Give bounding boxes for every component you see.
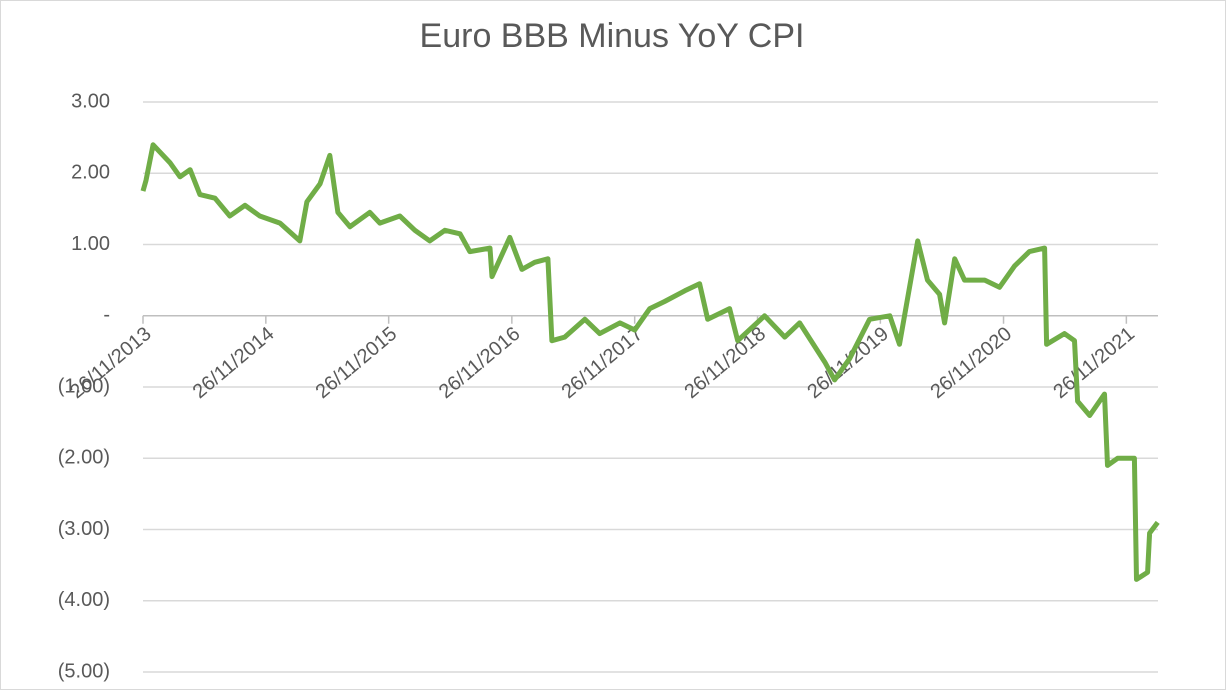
y-tick-label: - xyxy=(103,304,110,326)
y-tick-label: (1.00) xyxy=(58,375,110,397)
y-tick-label: (5.00) xyxy=(58,660,110,682)
data-line xyxy=(140,142,1160,582)
y-tick-label: (3.00) xyxy=(58,518,110,540)
y-tick-label: 2.00 xyxy=(71,162,110,184)
chart-title: Euro BBB Minus YoY CPI xyxy=(420,17,805,55)
y-tick-label: (4.00) xyxy=(58,589,110,611)
y-tick-label: 3.00 xyxy=(71,90,110,112)
y-tick-label: (2.00) xyxy=(58,447,110,469)
y-tick-label: 1.00 xyxy=(71,233,110,255)
